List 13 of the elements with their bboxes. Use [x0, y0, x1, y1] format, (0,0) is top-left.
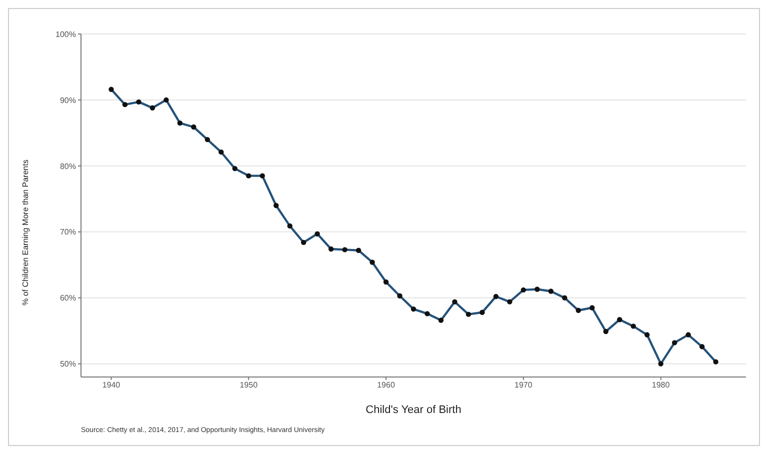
y-axis-title: % of Children Earning More than Parents: [20, 160, 30, 306]
x-tick-label: 1970: [514, 380, 533, 390]
y-tick-label: 90%: [60, 96, 76, 105]
y-tick-label: 80%: [60, 162, 76, 171]
x-axis-title: Child's Year of Birth: [366, 404, 462, 416]
y-tick-label: 50%: [60, 360, 76, 369]
y-tick-label: 70%: [60, 228, 76, 237]
x-tick-label: 1940: [102, 380, 121, 390]
y-tick-label: 100%: [56, 30, 76, 39]
x-tick-label: 1960: [377, 380, 396, 390]
y-tick-label: 60%: [60, 294, 76, 303]
x-tick-label: 1950: [240, 380, 258, 390]
x-tick-label: 1980: [652, 380, 670, 390]
